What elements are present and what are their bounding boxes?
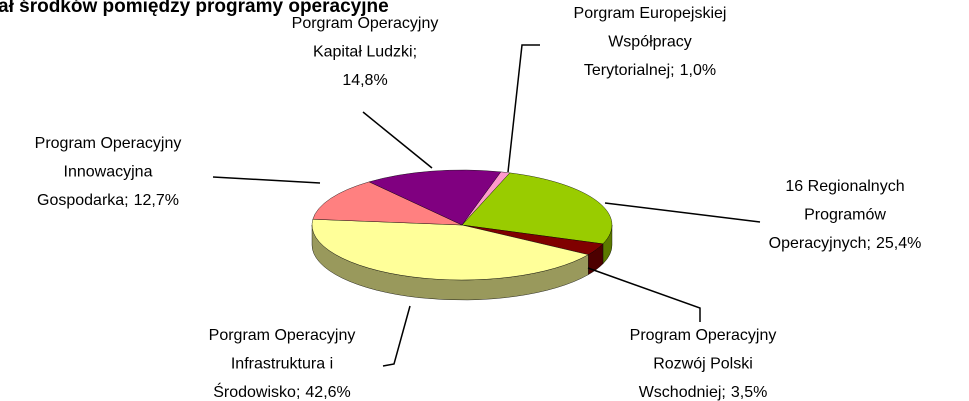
value-label: 42,6%	[305, 384, 350, 401]
chart-title: ał środków pomiędzy programy operacyjne	[0, 0, 389, 17]
pie-tops	[311, 169, 613, 281]
label-separator: ;	[124, 192, 128, 209]
label-separator: ;	[670, 62, 674, 79]
label-line: Program Operacyjny	[630, 327, 777, 344]
label-line: Współpracy	[608, 34, 692, 51]
label-separator: ;	[413, 44, 417, 61]
slice	[461, 172, 613, 245]
data-label: Porgram Operacyjny Infrastruktura i Środow…	[209, 327, 356, 401]
label-line: Porgram Operacyjny	[292, 15, 439, 32]
label-line: Wschodniej	[639, 384, 722, 401]
slice	[311, 219, 589, 281]
value-label: 12,7%	[134, 192, 179, 209]
leader-line	[604, 202, 761, 223]
slice	[312, 181, 463, 226]
label-line: Innowacyjna	[64, 164, 153, 181]
value-label: 25,4%	[876, 235, 921, 252]
label-line: Infrastruktura i	[231, 356, 333, 373]
label-line: Programów	[804, 207, 886, 224]
value-label: 3,5%	[731, 384, 767, 401]
data-label: Porgram Europejskiej Współpracy Terytorial…	[574, 5, 727, 79]
data-label: 16 Regionalnych Programów Operacyjnych; 25,…	[769, 178, 922, 252]
label-line: Terytorialnej	[584, 62, 670, 79]
label-line: Porgram Operacyjny	[209, 327, 356, 344]
label-line: Środowisko	[213, 382, 296, 401]
value-label: 14,8%	[342, 72, 387, 89]
label-line: 16 Regionalnych	[785, 178, 904, 195]
value-label: 1,0%	[680, 62, 716, 79]
label-line: Rozwój Polski	[653, 356, 753, 373]
label-line: Operacyjnych	[769, 235, 867, 252]
leader-line	[587, 267, 701, 322]
label-separator: ;	[867, 235, 871, 252]
leader-line	[212, 176, 321, 184]
leader-line	[507, 44, 540, 173]
label-line: Gospodarka	[37, 192, 124, 209]
label-line: Program Operacyjny	[35, 135, 182, 152]
leader-line	[362, 111, 433, 169]
slice	[368, 169, 502, 226]
label-separator: ;	[296, 384, 300, 401]
data-label: Porgram Operacyjny Kapitał Ludzki; 14,8%	[292, 15, 439, 89]
label-line: Kapitał Ludzki	[313, 44, 413, 61]
label-line: Porgram Europejskiej	[574, 5, 727, 22]
data-label: Program Operacyjny Innowacyjna Gospodarka;…	[35, 135, 182, 209]
data-label: Program Operacyjny Rozwój Polski Wschodnie…	[630, 327, 777, 401]
label-separator: ;	[721, 384, 725, 401]
leader-line	[382, 305, 411, 367]
